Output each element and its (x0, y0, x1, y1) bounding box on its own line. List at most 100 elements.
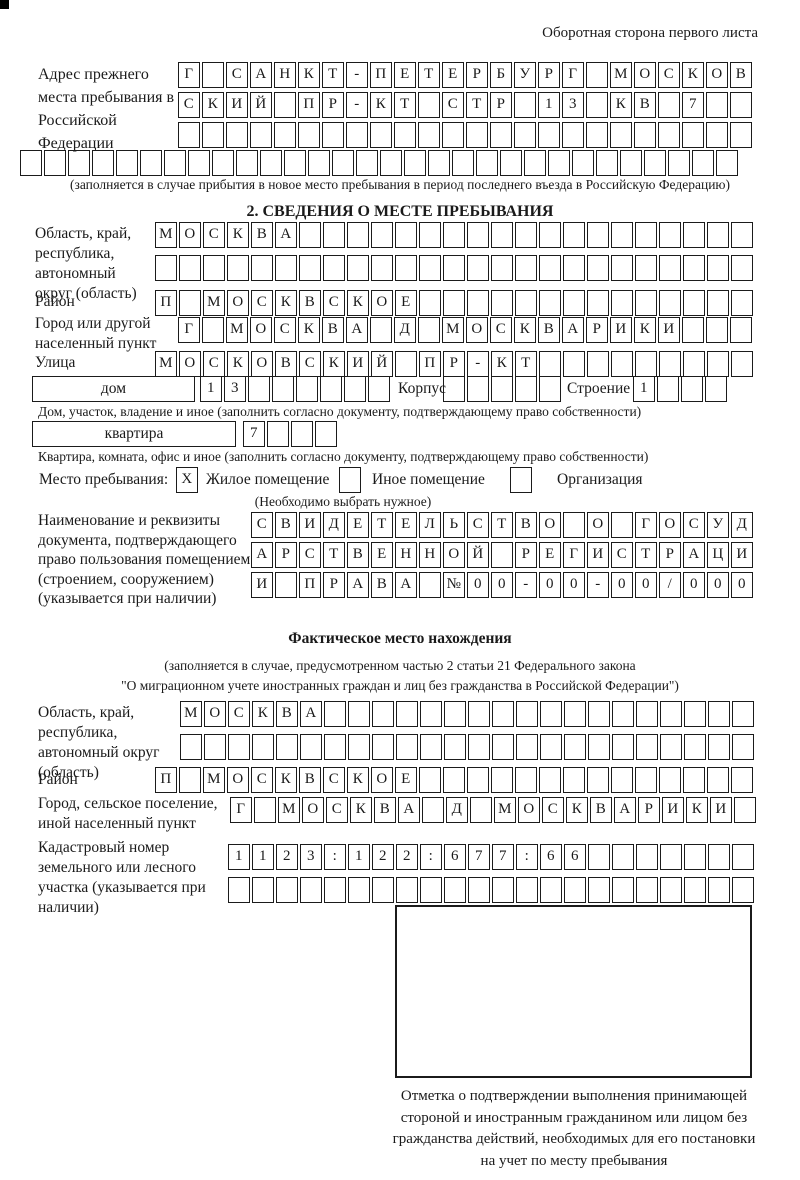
char-cell: С (203, 351, 225, 377)
char-cell (564, 701, 586, 727)
char-cell: И (710, 797, 732, 823)
char-cell (644, 150, 666, 176)
char-cell: О (443, 542, 465, 568)
oblast-label: Область, край, республика, автономный ок… (35, 225, 137, 302)
char-cell (539, 767, 561, 793)
char-cell (524, 150, 546, 176)
char-cell (466, 122, 488, 148)
char-cell: О (371, 290, 393, 316)
char-cell: 0 (467, 572, 489, 598)
char-cell: А (614, 797, 636, 823)
char-cell (612, 701, 634, 727)
actual-location-heading: Фактическое место нахождения (288, 630, 512, 647)
char-cell (684, 844, 706, 870)
char-cell (635, 290, 657, 316)
char-cell: Т (394, 92, 416, 118)
char-cell (706, 92, 728, 118)
char-cell: Т (322, 62, 344, 88)
char-cell (418, 317, 440, 343)
char-cell (611, 255, 633, 281)
char-cell: И (587, 542, 609, 568)
char-cell: 0 (539, 572, 561, 598)
char-cell (468, 877, 490, 903)
char-cell: 3 (562, 92, 584, 118)
char-cell (539, 222, 561, 248)
char-cell (250, 122, 272, 148)
char-cell (491, 222, 513, 248)
char-cell (468, 734, 490, 760)
confirmation-caption: Отметка о подтверждении выполнения прини… (392, 1088, 756, 1169)
mesto-label: Место пребывания: (39, 471, 169, 488)
char-cell (683, 222, 705, 248)
char-cell (660, 734, 682, 760)
char-cell: П (298, 92, 320, 118)
char-cell: 0 (635, 572, 657, 598)
char-cell (275, 572, 297, 598)
char-cell (467, 376, 489, 402)
char-cell: 6 (540, 844, 562, 870)
char-cell (538, 122, 560, 148)
char-cell: М (180, 701, 202, 727)
char-cell (179, 767, 201, 793)
char-cell: В (730, 62, 752, 88)
gorod-label: Город или другой населенный пункт (35, 315, 157, 352)
char-cell (540, 877, 562, 903)
char-cell: С (326, 797, 348, 823)
char-cell (443, 222, 465, 248)
char-cell (203, 255, 225, 281)
oblast-row (155, 255, 755, 281)
char-cell: Г (562, 62, 584, 88)
char-cell: Т (491, 512, 513, 538)
char-cell: Р (443, 351, 465, 377)
char-cell (636, 701, 658, 727)
char-cell (587, 255, 609, 281)
char-cell (563, 351, 585, 377)
char-cell: С (467, 512, 489, 538)
char-cell (492, 877, 514, 903)
actual-oblast-row (180, 734, 756, 760)
char-cell (344, 376, 366, 402)
char-cell (731, 290, 753, 316)
char-cell (155, 255, 177, 281)
char-cell (500, 150, 522, 176)
prev-address-label: Адрес прежнего места пребывания в Россий… (38, 66, 175, 152)
char-cell (491, 255, 513, 281)
char-cell: Р (490, 92, 512, 118)
char-cell: К (350, 797, 372, 823)
char-cell (587, 351, 609, 377)
char-cell (732, 701, 754, 727)
char-cell: Р (586, 317, 608, 343)
char-cell (730, 92, 752, 118)
checkbox-organizaciya-label: Организация (557, 471, 643, 488)
char-cell (251, 255, 273, 281)
char-cell (492, 734, 514, 760)
char-cell (395, 255, 417, 281)
char-cell (68, 150, 90, 176)
char-cell: / (659, 572, 681, 598)
char-cell (419, 290, 441, 316)
char-cell (323, 255, 345, 281)
char-cell (322, 122, 344, 148)
actual-oblast-label: Область, край, республика, автономный ок… (38, 704, 160, 781)
char-cell (324, 877, 346, 903)
char-cell: Е (347, 512, 369, 538)
char-cell: С (683, 512, 705, 538)
char-cell: И (731, 542, 753, 568)
char-cell: С (274, 317, 296, 343)
ulitsa-label: Улица (35, 354, 76, 371)
char-cell (611, 290, 633, 316)
char-cell (420, 877, 442, 903)
char-cell (540, 701, 562, 727)
char-cell (299, 222, 321, 248)
char-cell: О (179, 351, 201, 377)
char-cell (348, 734, 370, 760)
char-cell: С (323, 767, 345, 793)
char-cell: : (420, 844, 442, 870)
char-cell (202, 122, 224, 148)
char-cell (444, 701, 466, 727)
char-cell (683, 290, 705, 316)
char-cell (716, 150, 738, 176)
char-cell (731, 767, 753, 793)
char-cell: Й (371, 351, 393, 377)
char-cell: С (611, 542, 633, 568)
